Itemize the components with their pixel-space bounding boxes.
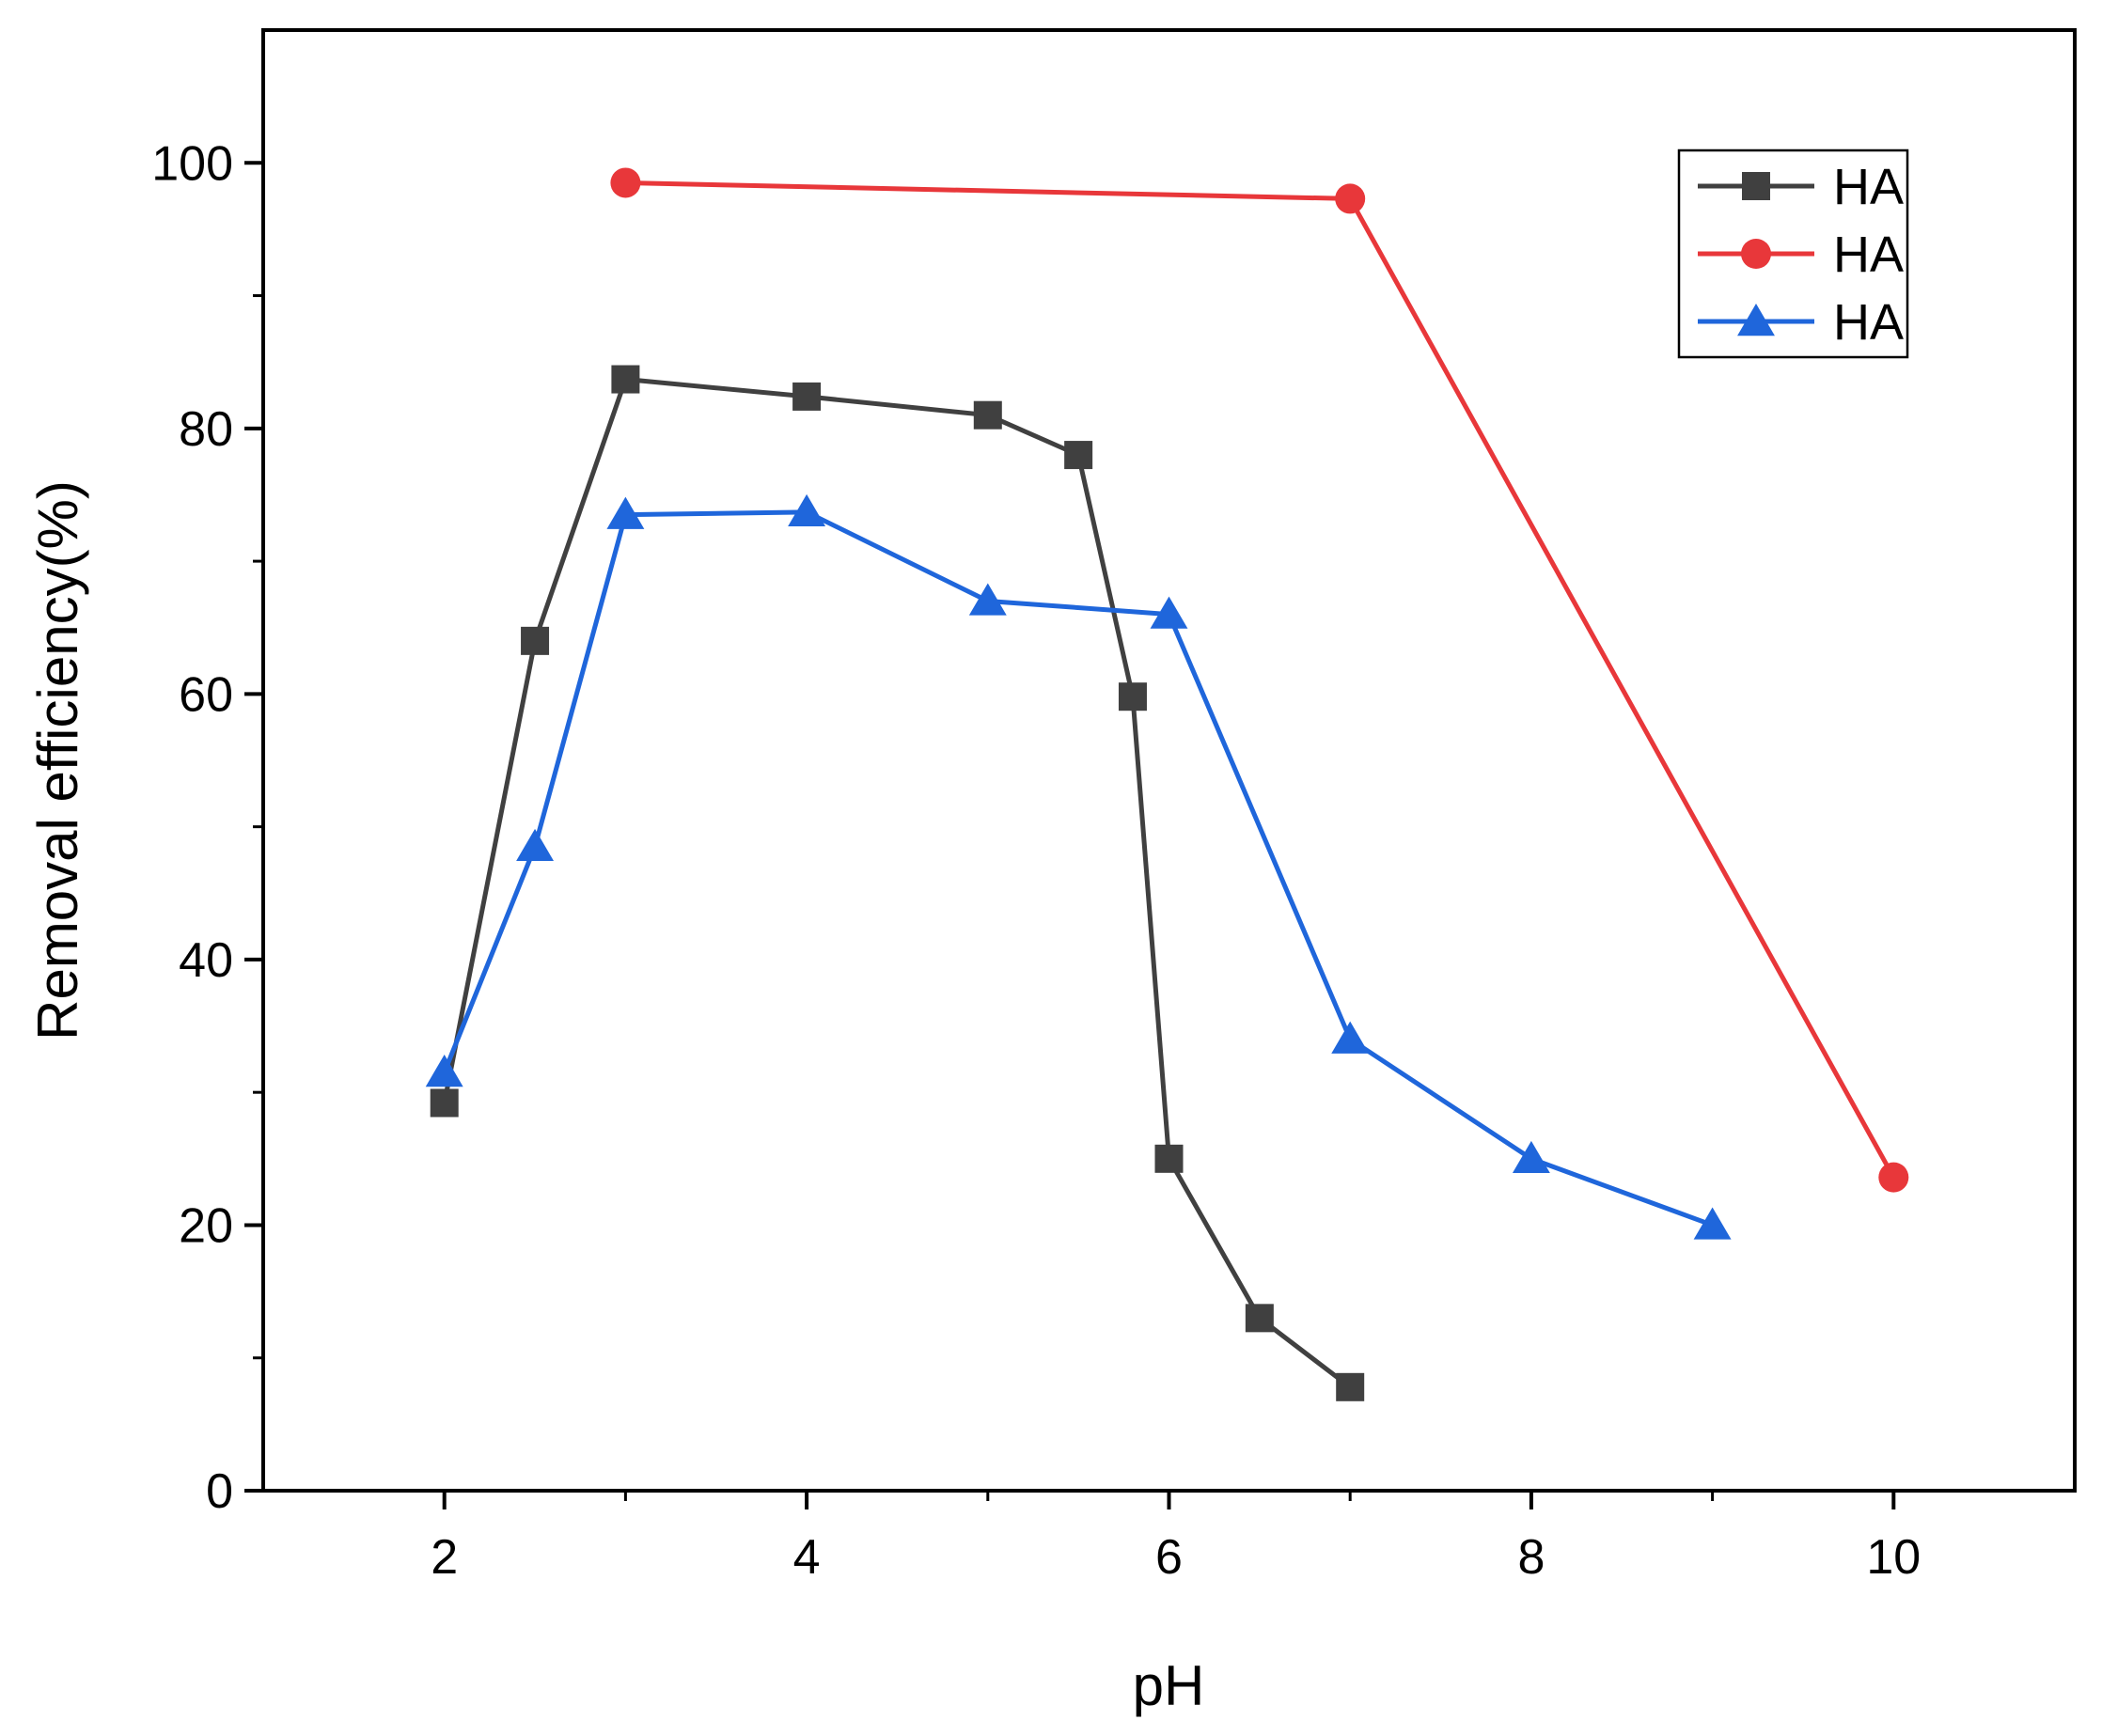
legend-marker [1742, 172, 1770, 200]
y-axis-title: Removal efficiency(%) [26, 480, 89, 1040]
data-point [1064, 441, 1093, 470]
data-point [521, 626, 550, 655]
legend-entry-1: HA [1698, 159, 1904, 215]
legend-marker [1737, 304, 1775, 336]
y-tick-label: 20 [179, 1198, 233, 1253]
data-point [792, 382, 822, 411]
y-tick-label: 60 [179, 667, 233, 722]
data-point [611, 365, 640, 394]
y-tick-label: 0 [206, 1464, 233, 1519]
data-point [1512, 1140, 1550, 1174]
legend-label: HA [1833, 294, 1904, 351]
data-point [1878, 1162, 1909, 1193]
data-point [425, 1054, 463, 1087]
series-2 [610, 167, 1909, 1193]
data-point [516, 828, 554, 862]
legend-label: HA [1833, 159, 1904, 215]
data-point [1335, 183, 1366, 214]
data-point [973, 400, 1002, 430]
y-tick-label: 100 [151, 136, 233, 191]
data-point [1245, 1304, 1274, 1333]
data-point [1154, 1144, 1184, 1173]
data-point [1331, 1021, 1370, 1054]
x-tick-label: 2 [431, 1530, 458, 1585]
x-tick-label: 4 [793, 1530, 821, 1585]
series-line [442, 377, 1352, 1389]
data-point [606, 496, 645, 529]
legend-label: HA [1833, 227, 1904, 283]
x-tick-label: 6 [1155, 1530, 1183, 1585]
legend: HA HA HA [1677, 149, 1909, 359]
series-1 [430, 365, 1365, 1401]
legend-entry-3: HA [1698, 294, 1904, 351]
x-tick-label: 10 [1866, 1530, 1921, 1585]
series-3 [425, 493, 1732, 1240]
series-line [442, 509, 1714, 1228]
data-point [430, 1088, 459, 1118]
data-point [968, 583, 1007, 616]
data-point [1118, 682, 1147, 712]
y-tick-label: 80 [179, 402, 233, 457]
series-layer [425, 167, 1909, 1401]
data-point [1693, 1207, 1732, 1240]
data-point [788, 493, 826, 527]
data-point [1150, 596, 1188, 629]
y-tick-label: 40 [179, 933, 233, 988]
x-axis: 2 4 6 8 10 [431, 1491, 1921, 1585]
x-axis-title: pH [1133, 1654, 1205, 1717]
y-axis: 0 20 40 60 80 100 [151, 136, 263, 1519]
data-point [610, 167, 641, 198]
x-tick-label: 8 [1517, 1530, 1545, 1585]
data-point [1336, 1372, 1365, 1401]
legend-marker [1741, 239, 1771, 269]
legend-entry-2: HA [1698, 227, 1904, 283]
